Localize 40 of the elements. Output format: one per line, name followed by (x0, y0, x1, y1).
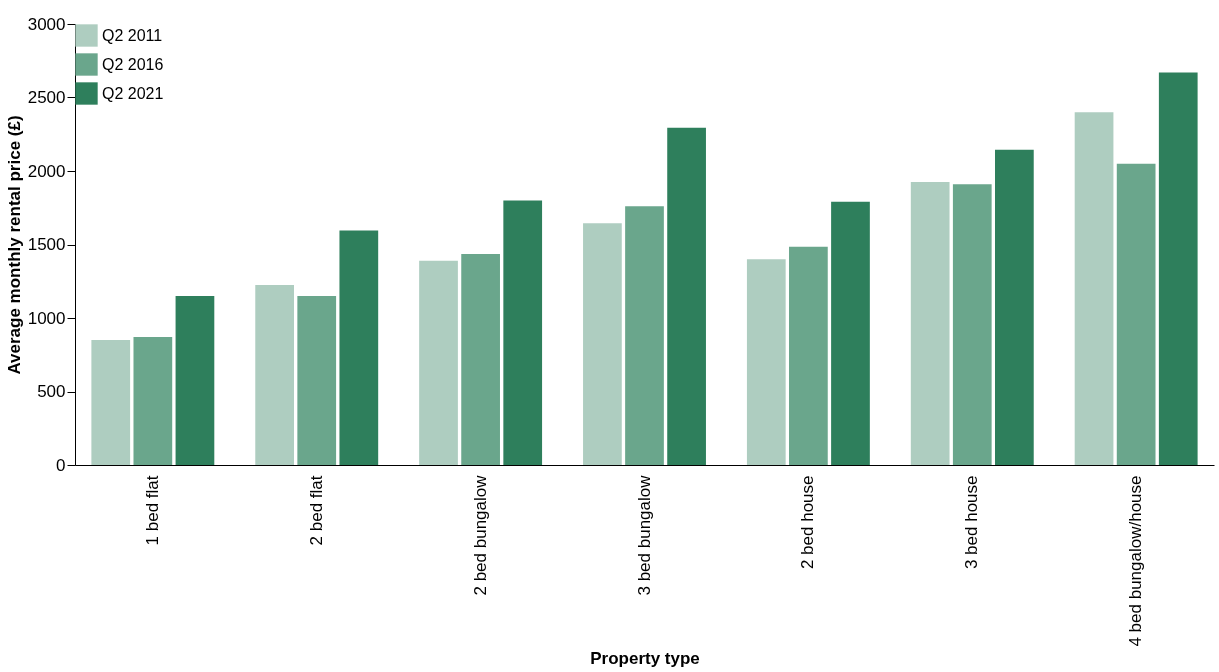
x-tick-label: 2 bed house (798, 475, 818, 570)
bar (952, 184, 992, 465)
x-axis-title: Property type (590, 648, 700, 668)
bar (91, 340, 131, 465)
bar (583, 223, 622, 465)
bar (667, 127, 706, 465)
bar (831, 201, 870, 465)
y-tick-label: 1500 (27, 235, 66, 254)
x-tick-label: 2 bed flat (306, 475, 326, 546)
bar (419, 260, 458, 465)
legend-label: Q2 2011 (102, 26, 163, 44)
y-tick-label: 1000 (27, 308, 66, 328)
y-tick-label: 2500 (27, 88, 66, 107)
x-tick-label: 3 bed bungalow (634, 474, 654, 596)
y-axis-title: Average monthly rental price (£) (4, 115, 24, 375)
bar (175, 295, 215, 465)
bar (133, 337, 173, 465)
bar (1116, 163, 1156, 465)
y-tick-label: 0 (56, 455, 66, 475)
y-tick-label: 500 (37, 382, 66, 401)
x-tick-label: 1 bed flat (142, 475, 162, 546)
bar (789, 246, 828, 465)
bar (995, 149, 1034, 465)
legend-label: Q2 2016 (102, 55, 164, 73)
legend-label: Q2 2021 (102, 84, 164, 102)
x-tick-label: 3 bed house (962, 475, 982, 570)
bar (339, 230, 379, 465)
bar (746, 259, 786, 465)
bar (910, 182, 950, 465)
bar (625, 206, 664, 465)
x-tick-label: 4 bed bungalow/house (1126, 475, 1146, 647)
bar (461, 254, 500, 465)
bar (255, 284, 294, 465)
y-tick-label: 3000 (27, 14, 66, 34)
bar (297, 295, 337, 465)
bar (1074, 112, 1114, 465)
x-tick-label: 2 bed bungalow (470, 474, 490, 596)
bar (1158, 72, 1198, 465)
y-tick-label: 2000 (27, 161, 66, 181)
bar (503, 200, 543, 465)
